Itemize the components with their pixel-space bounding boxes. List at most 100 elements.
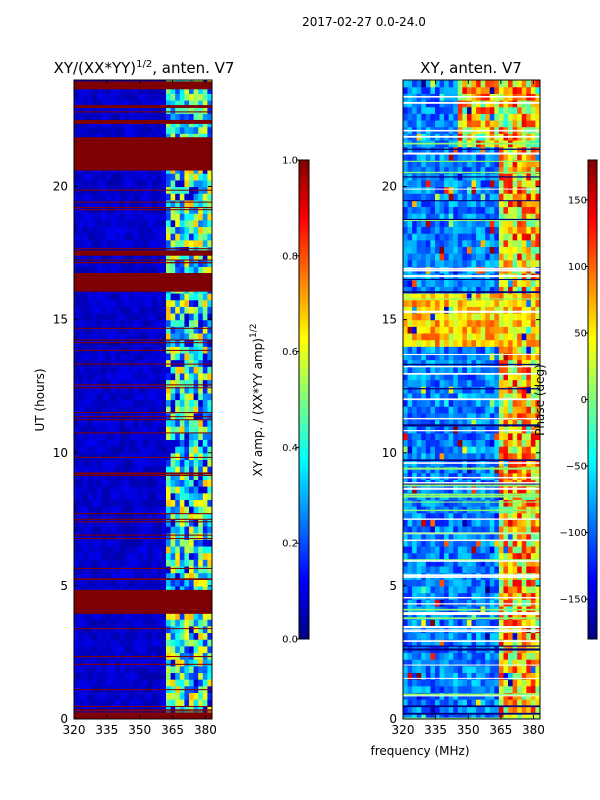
amplitude-cell: [202, 319, 208, 327]
phase-cell: [416, 339, 422, 347]
phase-cell: [503, 419, 509, 427]
phase-cell: [521, 712, 527, 719]
phase-cell: [448, 379, 454, 387]
amplitude-cell: [207, 99, 212, 108]
amplitude-cell: [120, 466, 126, 474]
amplitude-cell: [152, 372, 158, 381]
phase-cell: [434, 352, 441, 361]
amplitude-cell: [161, 312, 167, 321]
phase-cell: [512, 452, 518, 461]
amplitude-cell: [184, 486, 190, 494]
amplitude-cell: [161, 372, 167, 381]
amplitude-cell: [124, 392, 130, 401]
phase-cell: [430, 665, 436, 674]
amplitude-cell: [179, 486, 185, 494]
phase-cell: [421, 705, 427, 713]
phase-cell: [439, 559, 445, 567]
amplitude-cell: [78, 552, 84, 560]
amplitude-cell: [133, 492, 139, 500]
amplitude-cell: [115, 645, 121, 654]
amplitude-cell: [110, 665, 116, 674]
phase-cell: [453, 432, 459, 441]
amplitude-cell: [161, 672, 167, 680]
amplitude-flagged-band: [74, 419, 212, 421]
phase-cell: [462, 685, 468, 693]
amplitude-cell: [147, 506, 153, 514]
amplitude-cell: [161, 532, 167, 540]
phase-cell: [407, 346, 413, 354]
amplitude-cell: [138, 319, 144, 327]
phase-cell: [421, 359, 427, 367]
amplitude-cell: [78, 293, 84, 301]
amplitude-cell: [184, 492, 190, 500]
phase-cell: [448, 392, 454, 401]
amplitude-cell: [170, 106, 176, 114]
phase-cell: [407, 585, 413, 594]
amplitude-cell: [115, 479, 121, 487]
amplitude-cell: [184, 426, 190, 434]
amplitude-cell: [92, 312, 98, 321]
phase-cell: [444, 499, 450, 507]
phase-cell: [439, 446, 445, 454]
amplitude-colorbar-tick-label: 0.6: [282, 347, 298, 358]
amplitude-cell: [179, 372, 185, 381]
amplitude-cell: [175, 466, 181, 474]
phase-cell: [503, 525, 509, 534]
amplitude-cell: [143, 559, 149, 567]
amplitude-cell: [83, 625, 89, 634]
phase-cell: [498, 672, 505, 680]
phase-cell: [489, 685, 495, 693]
phase-cell: [434, 619, 441, 627]
amplitude-cell: [74, 379, 80, 387]
phase-cell: [444, 312, 450, 321]
phase-cell: [494, 312, 500, 321]
amplitude-cell: [74, 486, 80, 494]
phase-cell: [480, 632, 486, 640]
phase-cell: [526, 619, 532, 627]
amplitude-cell: [198, 253, 204, 261]
amplitude-cell: [120, 406, 126, 414]
phase-cell: [425, 672, 431, 680]
phase-cell: [535, 499, 540, 507]
phase-cell: [494, 525, 500, 534]
amplitude-cell: [138, 545, 144, 554]
amplitude-cell: [193, 86, 199, 94]
amplitude-cell: [170, 99, 176, 108]
amplitude-cell: [83, 545, 89, 554]
amplitude-cell: [87, 179, 93, 188]
amplitude-colorbar-tick-label: 0.4: [282, 443, 298, 454]
phase-cell: [462, 545, 468, 554]
phase-cell: [407, 552, 413, 560]
phase-cell: [430, 312, 436, 321]
phase-cell: [466, 592, 473, 600]
amplitude-cell: [83, 239, 89, 248]
phase-cell: [508, 466, 514, 474]
amplitude-cell: [92, 253, 98, 261]
amplitude-cell: [152, 213, 158, 221]
amplitude-colorbar-gradient: [298, 159, 310, 640]
phase-cell: [485, 532, 491, 540]
phase-cell: [494, 599, 500, 607]
amplitude-cell: [161, 665, 167, 674]
amplitude-cell: [83, 319, 89, 327]
phase-cell: [476, 712, 482, 719]
amplitude-flagged-band: [74, 105, 212, 108]
amplitude-cell: [74, 565, 80, 574]
phase-cell: [517, 346, 523, 354]
amplitude-cell: [133, 585, 139, 594]
amplitude-cell: [124, 572, 130, 580]
amplitude-cell: [161, 625, 167, 634]
phase-cell: [448, 399, 454, 407]
amplitude-cell: [78, 612, 84, 620]
amplitude-cell: [161, 179, 167, 188]
amplitude-cell: [207, 459, 212, 467]
amplitude-cell: [83, 506, 89, 514]
phase-cell: [434, 439, 441, 447]
phase-cell: [498, 685, 505, 693]
amplitude-cell: [147, 659, 153, 667]
phase-cell: [462, 619, 468, 627]
phase-cell: [503, 619, 509, 627]
amplitude-cell: [179, 679, 185, 687]
amplitude-cell: [120, 306, 126, 314]
phase-cell: [439, 339, 445, 347]
